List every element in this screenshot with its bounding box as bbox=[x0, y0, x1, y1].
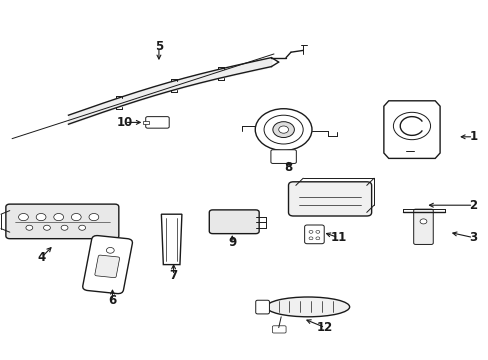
FancyBboxPatch shape bbox=[209, 210, 259, 234]
FancyBboxPatch shape bbox=[413, 209, 432, 244]
FancyBboxPatch shape bbox=[270, 150, 296, 163]
FancyBboxPatch shape bbox=[288, 182, 371, 216]
Circle shape bbox=[26, 225, 33, 230]
Polygon shape bbox=[383, 101, 439, 158]
Circle shape bbox=[308, 230, 312, 233]
Circle shape bbox=[19, 213, 28, 221]
Circle shape bbox=[315, 237, 319, 240]
Circle shape bbox=[36, 213, 46, 221]
Text: 8: 8 bbox=[284, 161, 292, 174]
Text: 6: 6 bbox=[108, 294, 116, 307]
Circle shape bbox=[264, 115, 303, 144]
FancyBboxPatch shape bbox=[304, 225, 324, 244]
Circle shape bbox=[71, 213, 81, 221]
Text: 11: 11 bbox=[329, 231, 346, 244]
FancyBboxPatch shape bbox=[145, 117, 169, 128]
FancyBboxPatch shape bbox=[82, 235, 132, 294]
Ellipse shape bbox=[266, 297, 349, 317]
Circle shape bbox=[54, 213, 63, 221]
Circle shape bbox=[315, 230, 319, 233]
Circle shape bbox=[61, 225, 68, 230]
Circle shape bbox=[308, 237, 312, 240]
Circle shape bbox=[419, 219, 426, 224]
Circle shape bbox=[272, 122, 294, 138]
Text: 7: 7 bbox=[169, 269, 177, 282]
Circle shape bbox=[278, 126, 288, 133]
Circle shape bbox=[89, 213, 99, 221]
Circle shape bbox=[43, 225, 50, 230]
FancyBboxPatch shape bbox=[255, 300, 269, 314]
Text: 5: 5 bbox=[155, 40, 163, 53]
Circle shape bbox=[79, 225, 85, 230]
Text: 12: 12 bbox=[316, 321, 333, 334]
Text: 4: 4 bbox=[38, 251, 45, 264]
Text: 3: 3 bbox=[468, 231, 476, 244]
FancyBboxPatch shape bbox=[272, 326, 285, 333]
Circle shape bbox=[392, 112, 429, 140]
Text: 1: 1 bbox=[468, 130, 476, 143]
FancyBboxPatch shape bbox=[95, 255, 120, 278]
Bar bbox=[142, 121, 148, 124]
Circle shape bbox=[106, 247, 114, 253]
Circle shape bbox=[255, 109, 311, 150]
Text: 9: 9 bbox=[228, 237, 236, 249]
Text: 10: 10 bbox=[116, 116, 133, 129]
Polygon shape bbox=[161, 214, 182, 265]
FancyBboxPatch shape bbox=[6, 204, 119, 239]
Text: 2: 2 bbox=[468, 199, 476, 212]
